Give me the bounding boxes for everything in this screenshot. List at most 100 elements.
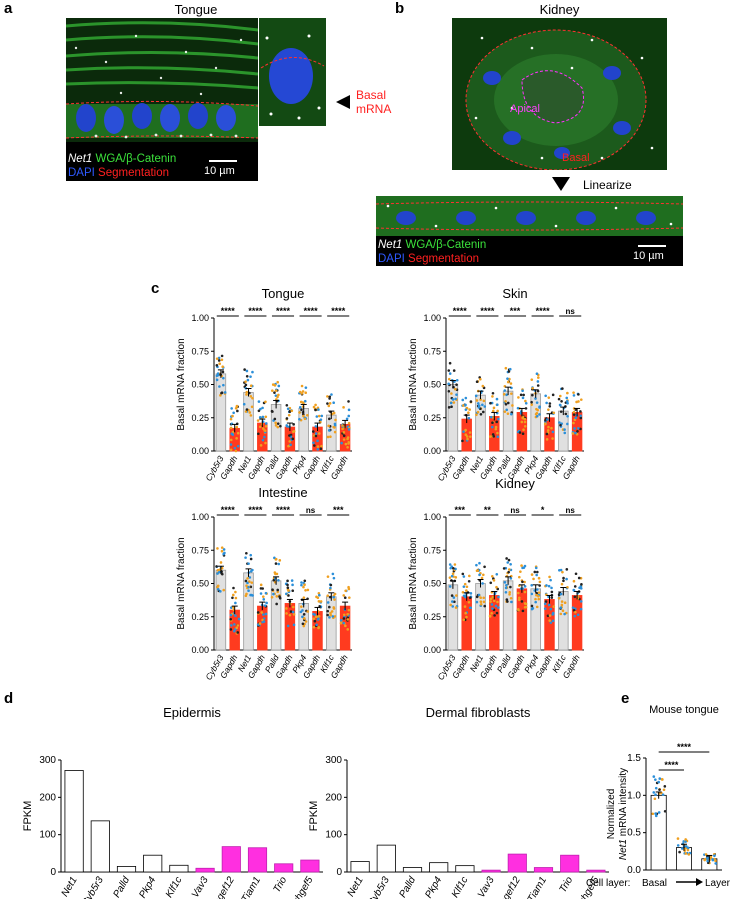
data-point — [557, 397, 561, 401]
data-point — [303, 417, 307, 421]
bar — [326, 596, 337, 651]
y-tick-label: 300 — [39, 755, 56, 766]
data-point — [506, 412, 510, 415]
data-point — [298, 411, 301, 414]
data-point — [300, 583, 303, 587]
data-point — [535, 407, 538, 411]
data-point — [504, 402, 508, 406]
data-point — [572, 608, 576, 612]
data-point — [579, 414, 582, 418]
data-point — [651, 812, 655, 816]
kidney-micrograph-image — [452, 18, 667, 170]
data-point — [247, 585, 250, 589]
data-point — [489, 435, 492, 438]
data-point — [483, 604, 487, 608]
data-point — [316, 445, 320, 448]
data-point — [257, 409, 261, 413]
data-point — [505, 393, 508, 397]
data-point — [312, 625, 316, 629]
data-point — [531, 607, 535, 610]
data-point — [462, 575, 466, 578]
data-point — [491, 395, 494, 398]
data-point — [662, 788, 666, 792]
data-point — [220, 391, 223, 395]
data-point — [537, 594, 540, 598]
data-point — [579, 600, 583, 603]
data-point — [524, 605, 528, 609]
data-point — [453, 563, 457, 566]
data-point — [251, 594, 254, 597]
data-point — [235, 626, 239, 630]
data-point — [248, 411, 252, 414]
data-point — [231, 596, 234, 600]
data-point — [306, 610, 310, 613]
data-point — [229, 628, 233, 631]
data-point — [306, 413, 309, 417]
x-tick-label: Pkp4 — [423, 875, 444, 899]
data-point — [329, 583, 333, 587]
panel-a-title: Tongue — [174, 2, 218, 17]
data-point — [329, 586, 332, 590]
data-point — [523, 420, 527, 424]
data-point — [317, 408, 320, 411]
data-point — [328, 417, 331, 421]
data-point — [344, 442, 348, 446]
data-point — [455, 393, 458, 396]
data-point — [573, 585, 577, 588]
data-point — [246, 581, 249, 585]
data-point — [469, 435, 472, 438]
data-point — [520, 564, 523, 567]
data-point — [278, 559, 282, 562]
y-tick-label: 0.00 — [423, 645, 441, 655]
data-point — [475, 380, 479, 383]
data-point — [275, 572, 279, 576]
data-point — [468, 574, 471, 578]
data-point — [447, 382, 450, 386]
data-point — [317, 600, 321, 603]
data-point — [261, 438, 265, 442]
data-point — [559, 592, 563, 596]
data-point — [565, 577, 568, 581]
data-point — [684, 852, 688, 855]
data-point — [342, 434, 346, 438]
data-point — [448, 563, 452, 566]
data-point — [565, 399, 569, 403]
data-point — [215, 374, 219, 378]
data-point — [534, 397, 537, 400]
data-point — [303, 579, 307, 583]
bar — [64, 770, 84, 873]
data-point — [573, 427, 576, 430]
data-point — [232, 411, 235, 415]
data-point — [497, 595, 500, 599]
data-point — [259, 587, 263, 590]
y-axis-label: Basal mRNA fraction — [176, 338, 187, 430]
data-point — [291, 583, 294, 587]
data-point — [329, 611, 332, 615]
tongue-micrograph-image — [66, 18, 258, 181]
data-point — [251, 370, 254, 374]
data-point — [261, 406, 264, 410]
data-point — [315, 415, 319, 418]
data-point — [288, 440, 292, 443]
arrowhead-left-icon — [336, 95, 350, 109]
data-point — [273, 571, 277, 574]
y-tick-label: 0.5 — [627, 828, 641, 839]
bar — [243, 572, 254, 651]
data-point — [713, 854, 716, 858]
chart-e-mouse-tongue: Mouse tongue 0.0 0.5 1.0 1.5 NormalizedNet1 m… — [586, 704, 733, 889]
chart-c-intestine: Intestine 0.00 0.25 0.50 0.75 1.00 Basal mRNA … — [176, 485, 352, 682]
data-point — [222, 552, 225, 556]
data-point — [346, 445, 349, 449]
chart-title: Epidermis — [163, 705, 221, 720]
bar — [350, 861, 370, 873]
data-point — [479, 377, 482, 381]
data-point — [572, 588, 576, 592]
data-point — [547, 425, 550, 429]
data-point — [490, 574, 494, 578]
data-point — [303, 617, 306, 620]
data-point — [465, 435, 469, 438]
data-point — [531, 393, 534, 397]
data-point — [559, 568, 563, 572]
data-point — [506, 377, 509, 380]
data-point — [245, 551, 248, 555]
